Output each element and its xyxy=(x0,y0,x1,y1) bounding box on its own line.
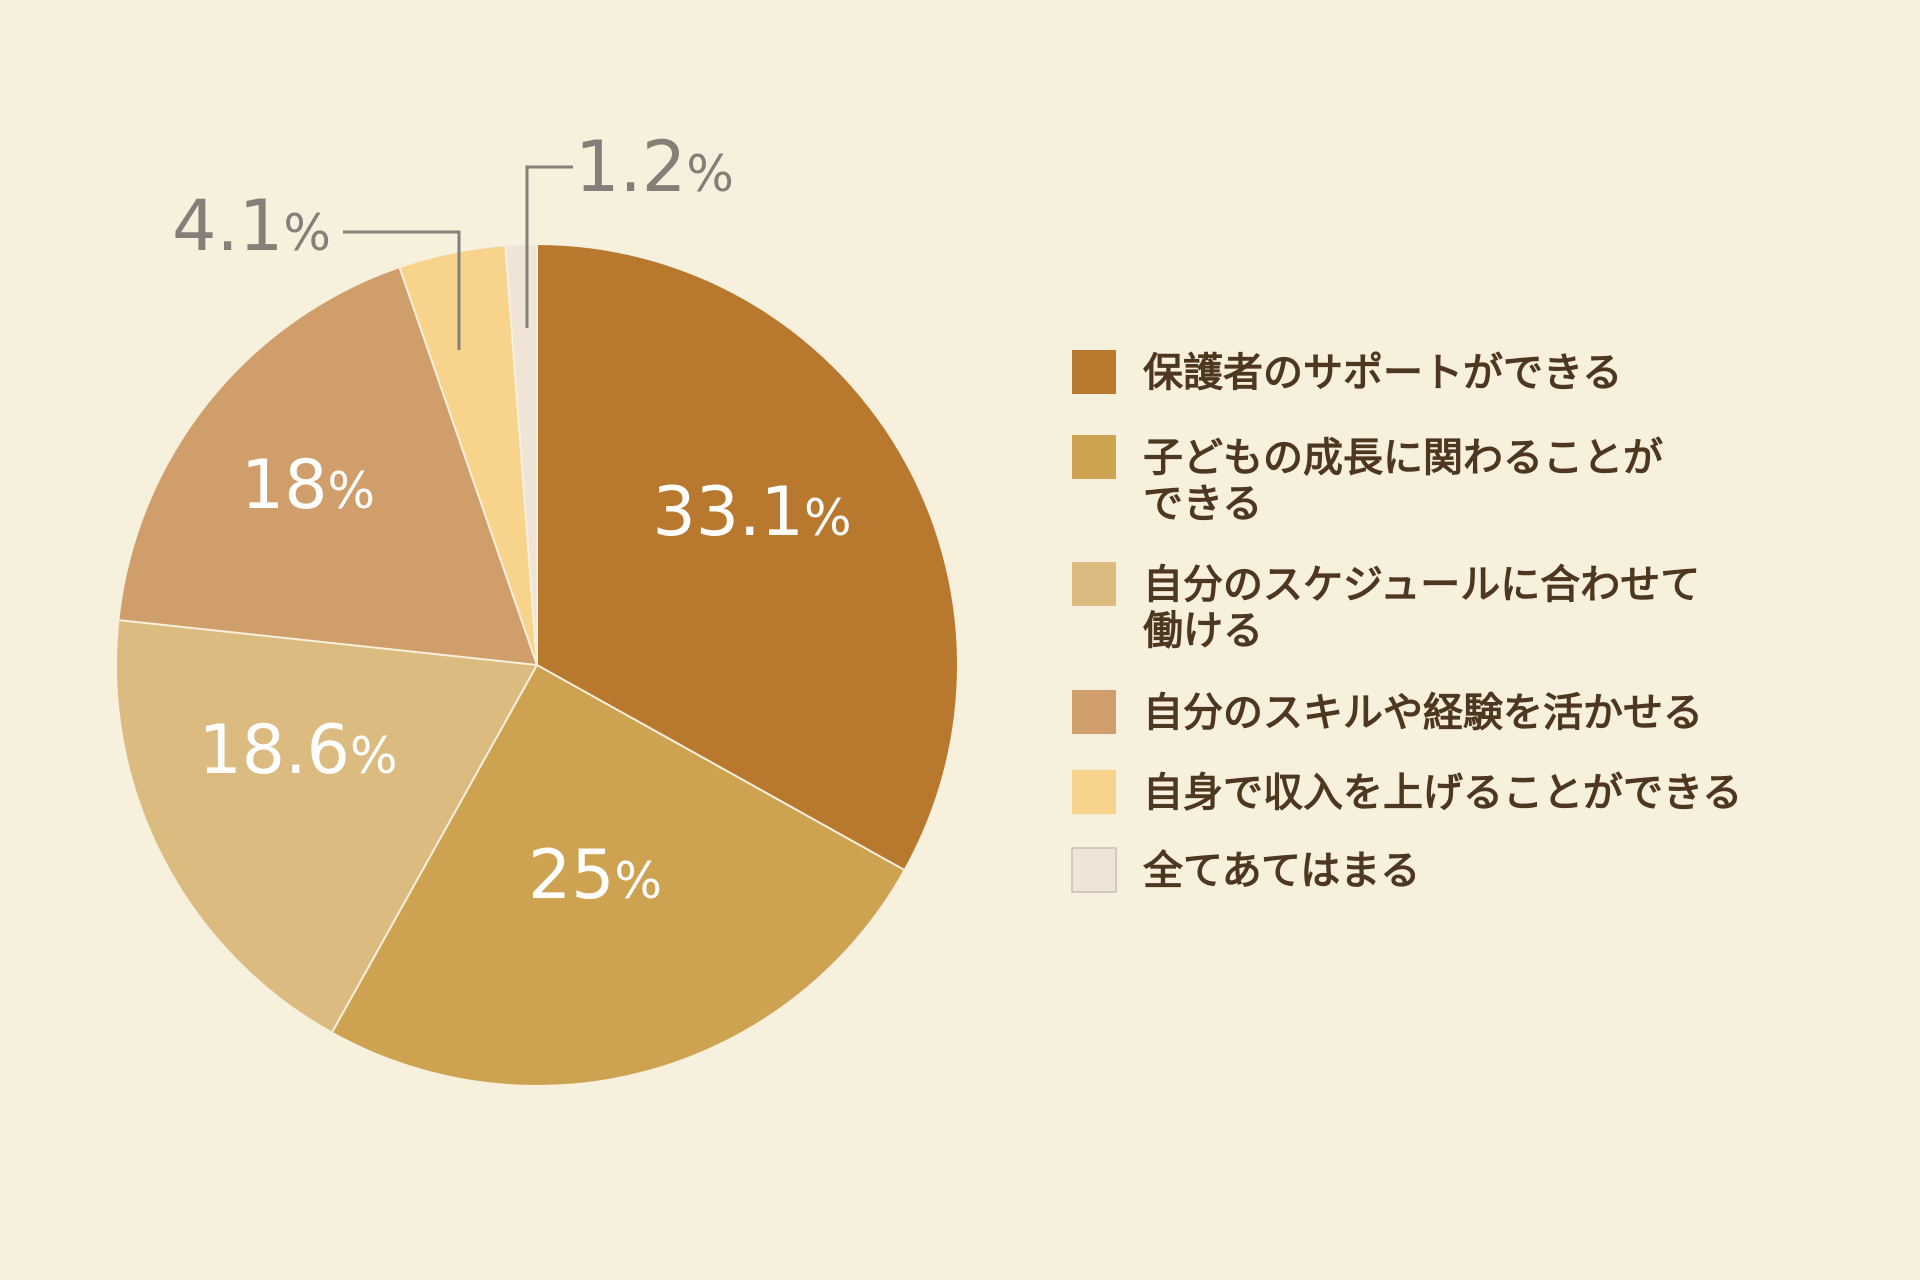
slice-divider xyxy=(119,619,538,666)
legend-item: 全てあてはまる xyxy=(1071,847,1420,894)
slice-value-label: 33.1% xyxy=(653,473,852,552)
pie-slice xyxy=(332,665,904,1086)
leader-line xyxy=(525,165,573,328)
legend-swatch xyxy=(1072,770,1116,814)
pie-slice xyxy=(399,246,537,665)
pie-slice xyxy=(116,620,538,1032)
data-labels: 33.1% 25% 18.6% 18% 4.1% 1.2% xyxy=(172,126,851,915)
legend-label: 働ける xyxy=(1143,608,1263,654)
legend-swatch xyxy=(1072,562,1116,606)
leader-lines xyxy=(343,165,573,350)
pie-slices xyxy=(116,245,958,1086)
slice-value-label: 25% xyxy=(528,836,662,915)
legend-swatch xyxy=(1072,690,1116,734)
legend-swatch xyxy=(1072,435,1116,479)
pie-slice xyxy=(119,268,537,665)
slice-divider xyxy=(331,664,538,1033)
legend-swatch xyxy=(1071,847,1117,893)
legend-label: 自分のスキルや経験を活かせる xyxy=(1143,690,1703,736)
legend-label: 全てあてはまる xyxy=(1142,848,1420,894)
leader-line xyxy=(343,230,461,350)
slice-divider xyxy=(536,664,905,871)
pie-slice xyxy=(537,245,958,870)
slice-value-label: 18% xyxy=(241,446,375,525)
legend-label: 自身で収入を上げることができる xyxy=(1143,770,1742,816)
slice-value-label: 4.1% xyxy=(172,185,331,267)
legend: 保護者のサポートができる子どもの成長に関わることができる自分のスケジュールに合わ… xyxy=(1071,350,1742,894)
legend-item: 自分のスキルや経験を活かせる xyxy=(1072,690,1703,736)
slice-divider xyxy=(504,246,538,666)
slice-value-label: 1.2% xyxy=(575,126,734,208)
legend-label: できる xyxy=(1143,481,1262,527)
legend-item: 保護者のサポートができる xyxy=(1072,350,1622,396)
legend-label: 保護者のサポートができる xyxy=(1143,350,1622,396)
slice-value-label: 18.6% xyxy=(199,711,398,790)
legend-item: 自身で収入を上げることができる xyxy=(1072,770,1742,816)
legend-swatch xyxy=(1072,350,1116,394)
legend-label: 自分のスケジュールに合わせて xyxy=(1143,562,1700,608)
legend-label: 子どもの成長に関わることが xyxy=(1143,435,1663,481)
slice-divider xyxy=(398,267,538,666)
